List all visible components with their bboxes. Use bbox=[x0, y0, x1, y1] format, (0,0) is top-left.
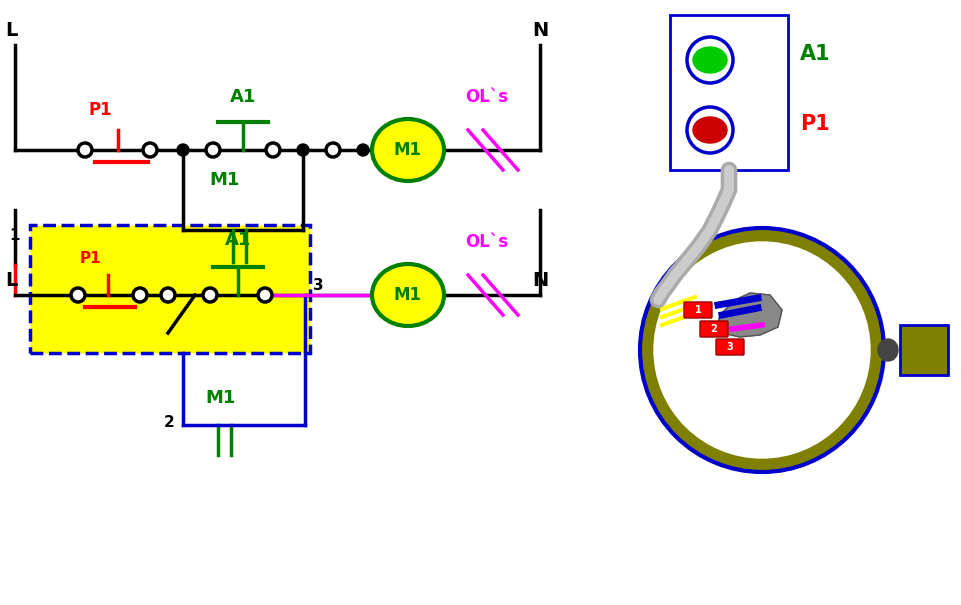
FancyBboxPatch shape bbox=[700, 321, 727, 337]
FancyBboxPatch shape bbox=[669, 15, 787, 170]
Circle shape bbox=[71, 288, 85, 302]
Text: N: N bbox=[531, 21, 548, 39]
Ellipse shape bbox=[372, 264, 444, 326]
Text: L: L bbox=[5, 21, 17, 39]
Text: P1: P1 bbox=[79, 251, 101, 266]
Circle shape bbox=[297, 144, 308, 156]
FancyBboxPatch shape bbox=[30, 225, 309, 353]
Text: 2: 2 bbox=[164, 415, 175, 430]
Circle shape bbox=[160, 288, 175, 302]
Text: L: L bbox=[5, 270, 17, 290]
Circle shape bbox=[357, 144, 369, 156]
Circle shape bbox=[258, 288, 272, 302]
Text: A1: A1 bbox=[800, 44, 829, 64]
Circle shape bbox=[326, 143, 339, 157]
Text: 3: 3 bbox=[726, 342, 732, 352]
Text: N: N bbox=[531, 270, 548, 290]
Text: 1: 1 bbox=[10, 228, 20, 243]
Ellipse shape bbox=[692, 47, 727, 73]
Text: OL`s: OL`s bbox=[465, 233, 508, 251]
Circle shape bbox=[206, 143, 220, 157]
Text: 2: 2 bbox=[710, 324, 717, 334]
Circle shape bbox=[686, 37, 732, 83]
FancyBboxPatch shape bbox=[683, 302, 711, 318]
Text: 1: 1 bbox=[694, 305, 701, 315]
Circle shape bbox=[78, 143, 92, 157]
Polygon shape bbox=[717, 293, 781, 337]
Text: M1: M1 bbox=[394, 141, 422, 159]
Circle shape bbox=[686, 107, 732, 153]
Circle shape bbox=[203, 288, 217, 302]
Circle shape bbox=[653, 242, 869, 458]
Circle shape bbox=[266, 143, 280, 157]
Text: M1: M1 bbox=[205, 389, 235, 407]
Text: P1: P1 bbox=[800, 114, 829, 134]
Circle shape bbox=[143, 143, 157, 157]
Text: A1: A1 bbox=[225, 231, 251, 249]
Text: A1: A1 bbox=[230, 88, 256, 106]
Text: P1: P1 bbox=[88, 101, 111, 119]
Circle shape bbox=[133, 288, 147, 302]
Ellipse shape bbox=[877, 339, 897, 361]
FancyBboxPatch shape bbox=[899, 325, 947, 375]
Ellipse shape bbox=[372, 119, 444, 181]
Text: 3: 3 bbox=[312, 278, 323, 293]
Text: M1: M1 bbox=[209, 171, 240, 189]
Text: M1: M1 bbox=[394, 286, 422, 304]
FancyBboxPatch shape bbox=[715, 339, 743, 355]
Text: OL`s: OL`s bbox=[465, 88, 508, 106]
Ellipse shape bbox=[692, 117, 727, 143]
Circle shape bbox=[177, 144, 188, 156]
Circle shape bbox=[639, 228, 883, 472]
